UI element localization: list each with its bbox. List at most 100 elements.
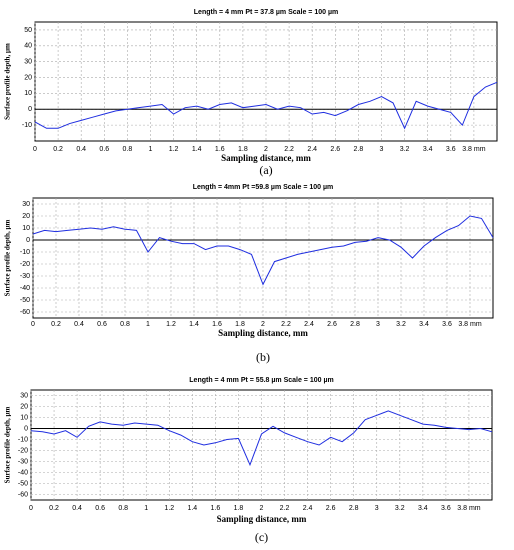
y-tick-label: 10: [24, 90, 32, 97]
chart-title: Length = 4 mm Pt = 37.8 µm Scale = 100 µ…: [194, 9, 338, 16]
x-tick-label: 2.2: [281, 321, 291, 328]
x-tick-label: 3.6: [442, 321, 452, 328]
x-tick-label: 1.6: [211, 505, 221, 512]
x-tick-label: 0.6: [97, 321, 107, 328]
x-axis-label: Sampling distance, mm: [217, 514, 307, 524]
x-tick-label: 3.4: [418, 505, 428, 512]
y-tick-label: 20: [22, 213, 30, 220]
y-axis-label: Surface profile depth, µm: [4, 220, 12, 297]
chart-title: Length = 4 mm Pt = 55.8 µm Scale = 100 µ…: [189, 377, 333, 384]
x-tick-label: 2: [264, 146, 268, 153]
plot-frame: [34, 21, 498, 142]
x-axis-label: Sampling distance, mm: [218, 328, 308, 338]
y-tick-label: -40: [18, 469, 28, 476]
x-tick-label: 3.2: [395, 505, 405, 512]
x-tick-label: 0.4: [72, 505, 82, 512]
x-tick-label: 0.2: [53, 146, 63, 153]
x-tick-label: 3.8 mm: [458, 321, 482, 328]
x-tick-label: 3.6: [446, 146, 456, 153]
y-tick-label: -50: [18, 480, 28, 487]
x-tick-label: 1.4: [189, 321, 199, 328]
plot-frame: [30, 389, 493, 501]
y-tick-label: -30: [20, 273, 30, 280]
x-tick-label: 1.2: [164, 505, 174, 512]
x-tick-label: 3: [375, 505, 379, 512]
x-tick-label: 1.8: [238, 146, 248, 153]
y-tick-label: 20: [20, 403, 28, 410]
x-tick-label: 2.2: [284, 146, 294, 153]
y-tick-label: -60: [18, 491, 28, 498]
x-axis-label: Sampling distance, mm: [221, 153, 311, 163]
profile-line: [34, 81, 498, 130]
x-tick-label: 1.8: [234, 505, 244, 512]
x-tick-label: 3: [376, 321, 380, 328]
x-tick-label: 0.6: [99, 146, 109, 153]
x-tick-label: 1.8: [235, 321, 245, 328]
x-tick-label: 1: [144, 505, 148, 512]
y-axis-label: Surface profile depth, µm: [4, 43, 12, 120]
y-tick-label: 0: [26, 237, 30, 244]
x-tick-label: 1.2: [169, 146, 179, 153]
x-tick-label: 0.8: [123, 146, 133, 153]
y-tick-label: -10: [18, 436, 28, 443]
x-tick-label: 3.4: [419, 321, 429, 328]
y-tick-label: 50: [24, 27, 32, 34]
y-tick-label: 30: [20, 392, 28, 399]
x-tick-label: 2.8: [350, 321, 360, 328]
x-tick-label: 0.2: [49, 505, 59, 512]
y-tick-label: 20: [24, 74, 32, 81]
x-tick-label: 1.4: [187, 505, 197, 512]
x-tick-label: 1.2: [166, 321, 176, 328]
y-axis-label: Surface profile depth, µm: [4, 407, 12, 484]
y-tick-label: 0: [28, 106, 32, 113]
x-tick-label: 0.8: [118, 505, 128, 512]
x-tick-label: 2.4: [304, 321, 314, 328]
x-tick-label: 3.8 mm: [457, 505, 481, 512]
x-tick-label: 1.6: [215, 146, 225, 153]
x-tick-label: 0.4: [74, 321, 84, 328]
profile-line: [32, 215, 494, 286]
x-tick-label: 2.4: [307, 146, 317, 153]
x-tick-label: 0: [29, 505, 33, 512]
x-tick-label: 2.2: [280, 505, 290, 512]
x-tick-label: 3.6: [441, 505, 451, 512]
x-tick-label: 0.6: [95, 505, 105, 512]
y-tick-label: 10: [20, 414, 28, 421]
x-tick-label: 1: [146, 321, 150, 328]
x-tick-label: 1.6: [212, 321, 222, 328]
x-tick-label: 0.4: [76, 146, 86, 153]
x-tick-label: 2.6: [326, 505, 336, 512]
caption: (b): [256, 350, 270, 364]
x-tick-label: 3.2: [400, 146, 410, 153]
y-tick-label: 0: [24, 425, 28, 432]
y-tick-label: -30: [18, 458, 28, 465]
y-tick-label: -40: [20, 285, 30, 292]
x-tick-label: 0: [33, 146, 37, 153]
x-tick-label: 0.2: [51, 321, 61, 328]
x-tick-label: 3.4: [423, 146, 433, 153]
caption: (a): [259, 163, 272, 177]
x-tick-label: 3: [380, 146, 384, 153]
y-tick-label: 40: [24, 43, 32, 50]
x-tick-label: 0: [31, 321, 35, 328]
y-tick-label: 30: [22, 201, 30, 208]
y-tick-label: -10: [20, 249, 30, 256]
x-tick-label: 2.8: [354, 146, 364, 153]
y-tick-label: -50: [20, 297, 30, 304]
y-tick-label: 30: [24, 59, 32, 66]
y-tick-label: 10: [22, 225, 30, 232]
x-tick-label: 2.4: [303, 505, 313, 512]
x-tick-label: 2: [261, 321, 265, 328]
x-tick-label: 3.8 mm: [462, 146, 486, 153]
x-tick-label: 2.8: [349, 505, 359, 512]
x-tick-label: 0.8: [120, 321, 130, 328]
x-tick-label: 3.2: [396, 321, 406, 328]
x-tick-label: 2.6: [327, 321, 337, 328]
caption: (c): [255, 530, 268, 544]
x-tick-label: 1: [149, 146, 153, 153]
y-tick-label: -20: [18, 447, 28, 454]
x-tick-label: 2: [260, 505, 264, 512]
profile-line: [30, 410, 493, 467]
y-tick-label: -10: [22, 122, 32, 129]
